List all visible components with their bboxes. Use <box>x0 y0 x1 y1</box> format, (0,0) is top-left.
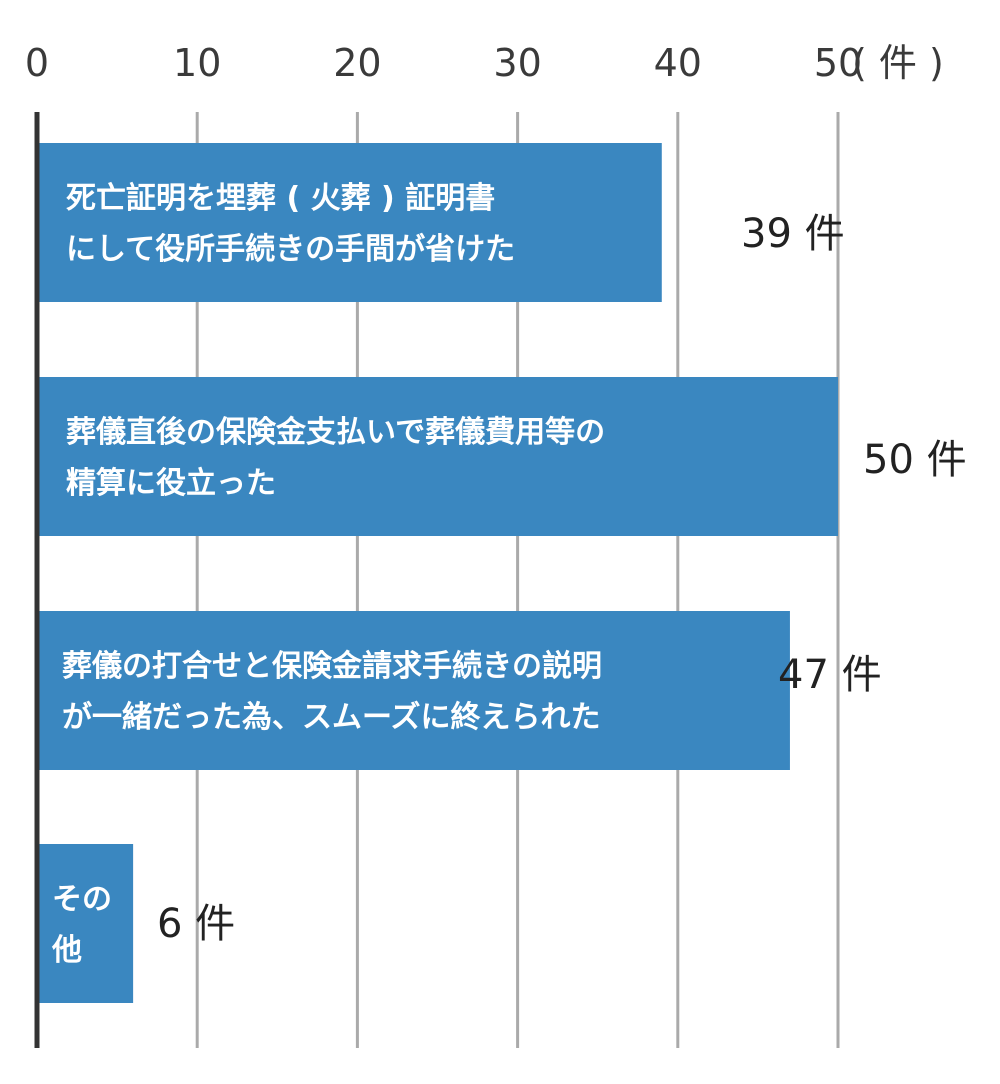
bar-2-category-label-line-1: 葬儀直後の保険金支払いで葬儀費用等の <box>66 415 605 450</box>
tick-label-50: 50 <box>814 41 862 85</box>
bar-2-category-label-line-2: 精算に役立った <box>66 466 276 501</box>
bar-4-category-label-line-2: 他 <box>51 933 82 968</box>
bar-2-value-label: 50 件 <box>863 437 967 483</box>
tick-label-20: 20 <box>333 41 381 85</box>
tick-label-40: 40 <box>654 41 702 85</box>
tick-label-10: 10 <box>173 41 221 85</box>
bar-2 <box>37 377 838 536</box>
bar-3 <box>37 611 790 770</box>
x-axis-ticks: 0 10 20 30 40 50 <box>25 41 862 85</box>
tick-label-30: 30 <box>493 41 541 85</box>
bar-4-category-label-line-1: その <box>52 882 112 917</box>
bar-3-category-label-line-1: 葬儀の打合せと保険金請求手続きの説明 <box>62 649 602 684</box>
tick-label-0: 0 <box>25 41 49 85</box>
bar-1-category-label-line-1: 死亡証明を埋葬 ( 火葬 ) 証明書 <box>66 181 495 216</box>
bar-4-value-label: 6 件 <box>157 901 235 947</box>
x-axis-unit-label: ( 件 ) <box>852 41 944 85</box>
bar-1 <box>37 143 662 302</box>
bar-4 <box>37 844 134 1003</box>
bar-3-category-label-line-2: が一緒だった為、スムーズに終えられた <box>62 700 601 735</box>
bar-1-value-label: 39 件 <box>741 211 845 257</box>
bar-1-category-label-line-2: にして役所手続きの手間が省けた <box>66 232 515 267</box>
bar-3-value-label: 47 件 <box>778 652 882 698</box>
